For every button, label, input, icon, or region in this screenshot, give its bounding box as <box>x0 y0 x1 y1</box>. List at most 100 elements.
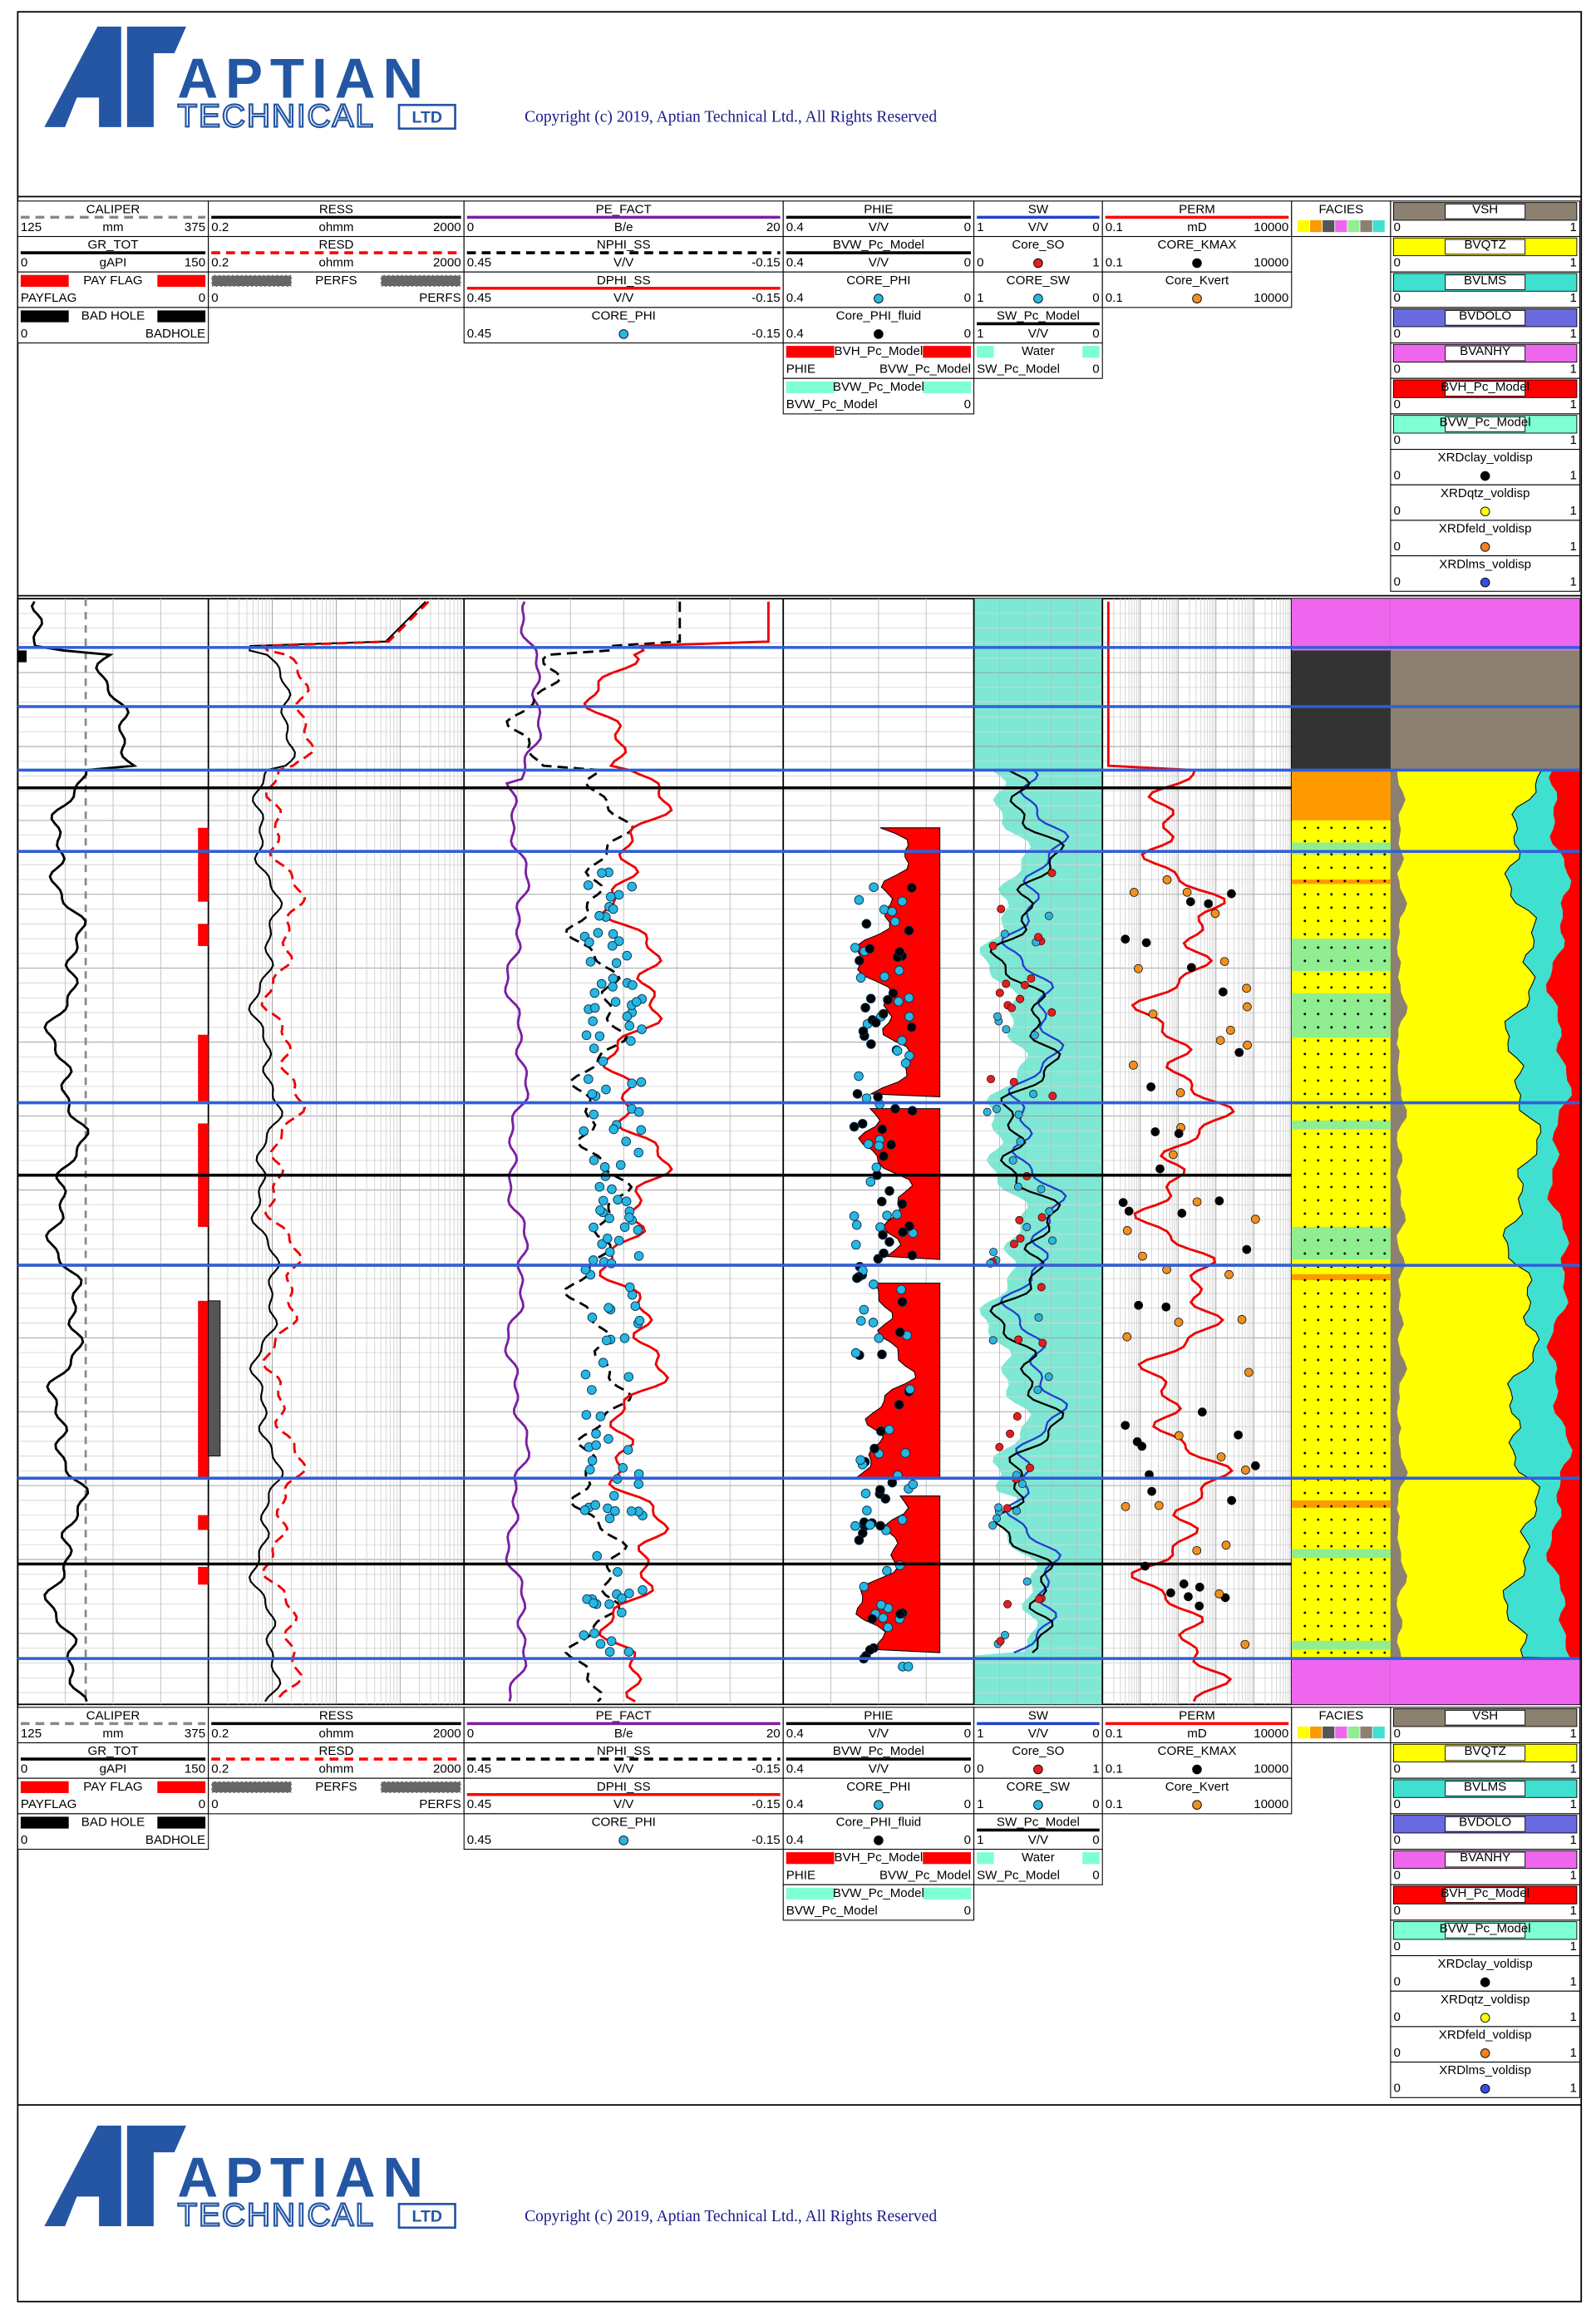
legend-name: Water <box>1022 344 1055 358</box>
facies-texture <box>1357 1491 1360 1495</box>
legend-box <box>1390 520 1580 557</box>
core-phi-dot <box>875 1520 885 1531</box>
facies-texture <box>1370 1412 1373 1415</box>
facies-texture <box>1357 1305 1360 1308</box>
facies-texture <box>1330 933 1333 936</box>
legend-swatch <box>1323 1726 1335 1739</box>
core-sw-dot <box>1002 979 1011 988</box>
core-perm-dot <box>1240 1639 1250 1649</box>
legend-name: GR_TOT <box>87 1744 138 1758</box>
legend-unit: ohmm <box>318 1762 353 1776</box>
facies-texture <box>1383 866 1387 870</box>
legend-max: 10000 <box>1254 220 1288 234</box>
core-phi-dot <box>603 1303 613 1313</box>
facies-texture <box>1357 946 1360 949</box>
core-phi-dot <box>627 881 638 892</box>
core-phi-dot <box>897 1199 908 1210</box>
core-phi-dot <box>595 1205 605 1215</box>
legend-min: 0.1 <box>1106 1727 1123 1741</box>
facies-texture <box>1383 880 1387 883</box>
core-perm-dot <box>1224 1269 1234 1279</box>
facies-texture <box>1357 1425 1360 1428</box>
facies-texture <box>1383 1345 1387 1348</box>
core-perm-dot <box>1204 899 1214 909</box>
core-phi-dot <box>873 1091 883 1102</box>
facies-texture <box>1383 1279 1387 1282</box>
facies-texture <box>1317 1305 1320 1308</box>
legend-max: 1 <box>1569 540 1576 554</box>
core-phi-dot <box>585 1465 595 1475</box>
legend-min: 0 <box>1393 362 1400 377</box>
facies-texture <box>1317 1239 1320 1242</box>
facies-texture <box>1370 1159 1373 1162</box>
legend-name: DPHI_SS <box>597 273 651 288</box>
core-sw-dot <box>993 1514 1002 1523</box>
core-perm-dot <box>1237 1314 1247 1324</box>
facies-texture <box>1357 1052 1360 1056</box>
legend-swatch <box>977 1852 994 1865</box>
core-perm-dot <box>1175 1088 1185 1097</box>
facies-texture <box>1330 866 1333 870</box>
legend-max: 0 <box>1092 362 1099 377</box>
facies-texture <box>1357 1119 1360 1122</box>
facies-band <box>1291 1640 1391 1650</box>
facies-texture <box>1370 1026 1373 1029</box>
core-phi-dot <box>583 880 594 890</box>
legend-min: 0 <box>21 256 27 270</box>
legend-swatch <box>1310 1726 1323 1739</box>
facies-texture <box>1317 1545 1320 1548</box>
facies-texture <box>1370 959 1373 963</box>
core-perm-dot <box>1129 888 1139 897</box>
legend-min: 0 <box>1393 540 1400 554</box>
legend-max: BVW_Pc_Model <box>879 362 971 377</box>
core-phi-dot <box>604 1647 615 1657</box>
legend-max: 1 <box>1569 256 1576 270</box>
facies-texture <box>1357 1225 1360 1229</box>
facies-texture <box>1383 1052 1387 1056</box>
legend-min: 0 <box>1393 1797 1400 1811</box>
legend-max: 1 <box>1569 2082 1576 2096</box>
facies-texture <box>1317 1013 1320 1016</box>
core-phi-dot <box>608 982 618 992</box>
core-phi-dot <box>865 1176 876 1187</box>
legend-name-box <box>1445 203 1526 219</box>
core-sw-dot <box>992 1104 1001 1113</box>
core-phi-dot <box>850 1520 860 1531</box>
core-phi-dot <box>852 1089 863 1099</box>
legend-min: 125 <box>21 220 42 234</box>
legend-name: BVH_Pc_Model <box>1441 380 1530 394</box>
facies-texture <box>1343 1651 1347 1654</box>
facies-texture <box>1317 1425 1320 1428</box>
legend-name: BVANHY <box>1460 344 1510 358</box>
legend-unit: ohmm <box>318 220 353 234</box>
core-phi-dot <box>605 892 616 902</box>
legend-name: VSH <box>1472 1708 1498 1722</box>
core-phi-dot <box>858 1026 869 1037</box>
facies-texture <box>1330 1412 1333 1415</box>
facies-band <box>1291 1658 1391 1705</box>
facies-texture <box>1330 1132 1333 1136</box>
core-perm-dot <box>1122 1332 1132 1342</box>
core-perm-dot <box>1192 1197 1202 1207</box>
core-phi-dot <box>860 1003 870 1013</box>
facies-texture <box>1383 906 1387 909</box>
facies-texture <box>1370 1119 1373 1122</box>
facies-texture <box>1370 999 1373 1003</box>
core-phi-dot <box>623 1445 633 1455</box>
core-phi-dot <box>584 937 594 948</box>
legend-swatch <box>20 274 69 287</box>
facies-texture <box>1383 933 1387 936</box>
core-perm-dot <box>1134 963 1143 973</box>
legend-min: 0.45 <box>467 1797 491 1811</box>
legend-max: -0.15 <box>751 1797 780 1811</box>
facies-texture <box>1370 1571 1373 1574</box>
facies-texture <box>1357 866 1360 870</box>
facies-texture <box>1330 1292 1333 1295</box>
core-perm-dot <box>1121 1421 1130 1430</box>
legend-min: 125 <box>21 1727 42 1741</box>
legend-name: BVW_Pc_Model <box>1440 1922 1531 1936</box>
legend-max: 1 <box>1569 1904 1576 1918</box>
legend-name: BVLMS <box>1464 1780 1506 1794</box>
facies-texture <box>1330 1066 1333 1069</box>
core-phi-dot <box>855 973 866 983</box>
